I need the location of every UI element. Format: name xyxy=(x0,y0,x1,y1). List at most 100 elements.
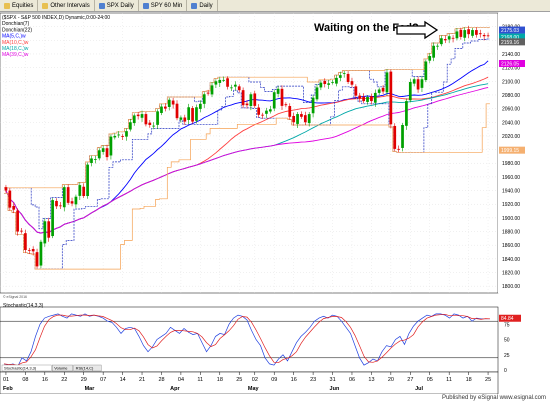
candle xyxy=(152,122,156,130)
candle xyxy=(90,155,93,167)
candle-body xyxy=(482,34,486,37)
candle xyxy=(478,29,482,38)
candle xyxy=(51,198,54,239)
price-box-label: 2168.00 xyxy=(501,35,519,41)
chart-icon xyxy=(191,2,198,9)
candle xyxy=(55,198,58,209)
candle-body xyxy=(296,114,299,124)
candle xyxy=(377,87,381,95)
candle xyxy=(362,93,366,104)
candle-body xyxy=(265,110,268,114)
price-box-bg xyxy=(499,38,525,46)
toolbar-item-daily[interactable]: Daily xyxy=(187,0,218,11)
toolbar-item-equities[interactable]: Equities xyxy=(0,0,39,11)
arrow-right-icon xyxy=(396,20,439,40)
candle xyxy=(303,111,307,125)
candle xyxy=(78,182,82,200)
date-tick-label: 18 xyxy=(217,377,223,383)
candle xyxy=(218,77,222,88)
candle xyxy=(358,92,362,103)
indicator-tab[interactable]: Stochastic(14,3,3) xyxy=(1,364,52,372)
candle xyxy=(97,148,101,161)
candle xyxy=(191,106,194,124)
candle-body xyxy=(436,45,439,47)
indicator-tab[interactable]: Volume xyxy=(52,364,73,372)
candle-body xyxy=(105,148,109,158)
candle xyxy=(230,84,233,91)
candle-body xyxy=(455,31,459,39)
candle-body xyxy=(59,205,62,207)
date-tick-label: 14 xyxy=(120,377,126,383)
candle xyxy=(20,227,23,234)
candle xyxy=(132,113,136,126)
price-tick-label: 1840.00 xyxy=(502,257,520,263)
price-tick-label: 1820.00 xyxy=(502,271,520,277)
date-tick-label: 09 xyxy=(271,377,277,383)
candle xyxy=(292,112,296,126)
candle xyxy=(276,86,280,98)
candle xyxy=(171,97,175,109)
candle-body xyxy=(55,200,58,207)
tab-label: RSI(14,C) xyxy=(76,366,94,371)
candle-body xyxy=(408,81,412,101)
candle xyxy=(268,105,272,114)
candle-body xyxy=(24,233,27,250)
candle xyxy=(24,229,27,253)
month-label: Feb xyxy=(3,386,13,392)
candle-body xyxy=(428,56,432,61)
candle-body xyxy=(354,86,358,96)
date-axis: 01 08 16 22 29 07 14 21 28 04 11 18 25 02 09 16 23 31 06 13… xyxy=(3,372,491,392)
toolbar-item-spx-daily[interactable]: SPX Daily xyxy=(95,0,139,11)
date-tick-label: 27 xyxy=(407,377,413,383)
stoch-value-text: 84.84 xyxy=(501,316,514,322)
donchian-channels xyxy=(4,26,490,270)
candle-body xyxy=(443,39,447,41)
price-box: 2126.05 xyxy=(499,60,525,68)
candle xyxy=(179,115,183,123)
candle xyxy=(121,134,124,141)
date-tick-label: 21 xyxy=(139,377,145,383)
toolbar-item-other-intervals[interactable]: Other Intervals xyxy=(38,0,95,11)
candle-body xyxy=(70,201,74,204)
candle xyxy=(342,71,346,78)
candle-body xyxy=(140,114,144,118)
candle-body xyxy=(342,73,346,74)
candle-body xyxy=(109,136,113,156)
price-tick-label: 2020.00 xyxy=(502,134,520,140)
candle xyxy=(109,134,113,160)
candle xyxy=(319,80,323,91)
candle-body xyxy=(377,89,381,93)
chart-toolbar: Equities Other Intervals SPX Daily SPY 6… xyxy=(0,0,550,12)
candle xyxy=(59,202,62,209)
price-box-label: 1999.15 xyxy=(501,148,519,154)
stoch-value-box: 84.84 xyxy=(499,314,521,322)
candle-body xyxy=(35,252,39,267)
candle-body xyxy=(233,84,237,87)
candle xyxy=(397,145,400,153)
price-tick-label: 1980.00 xyxy=(502,161,520,167)
price-tick-label: 1800.00 xyxy=(502,284,520,290)
candle xyxy=(35,248,39,269)
candle xyxy=(467,25,470,39)
candle-body xyxy=(389,71,393,125)
candle xyxy=(198,100,202,113)
legend-entry: MA(39,C,)w xyxy=(2,52,29,58)
candle xyxy=(94,155,97,164)
indicator-tab[interactable]: RSI(14,C) xyxy=(73,364,102,372)
stoch-panel xyxy=(0,306,499,373)
candle xyxy=(280,85,284,110)
indicator-tabs: Stochastic(14,3,3) Volume RSI(14,C) xyxy=(1,364,102,372)
candle xyxy=(451,35,455,43)
date-tick-label: 18 xyxy=(466,377,472,383)
chart-icon xyxy=(142,2,149,9)
candle-body xyxy=(136,114,140,117)
candle-body xyxy=(315,87,319,100)
toolbar-item-spy-60min[interactable]: SPY 60 Min xyxy=(139,0,188,11)
date-tick-label: 25 xyxy=(485,377,491,383)
candle-body xyxy=(160,106,163,113)
candle-body xyxy=(94,159,97,160)
candle-body xyxy=(268,109,272,112)
candle-body xyxy=(39,241,43,266)
